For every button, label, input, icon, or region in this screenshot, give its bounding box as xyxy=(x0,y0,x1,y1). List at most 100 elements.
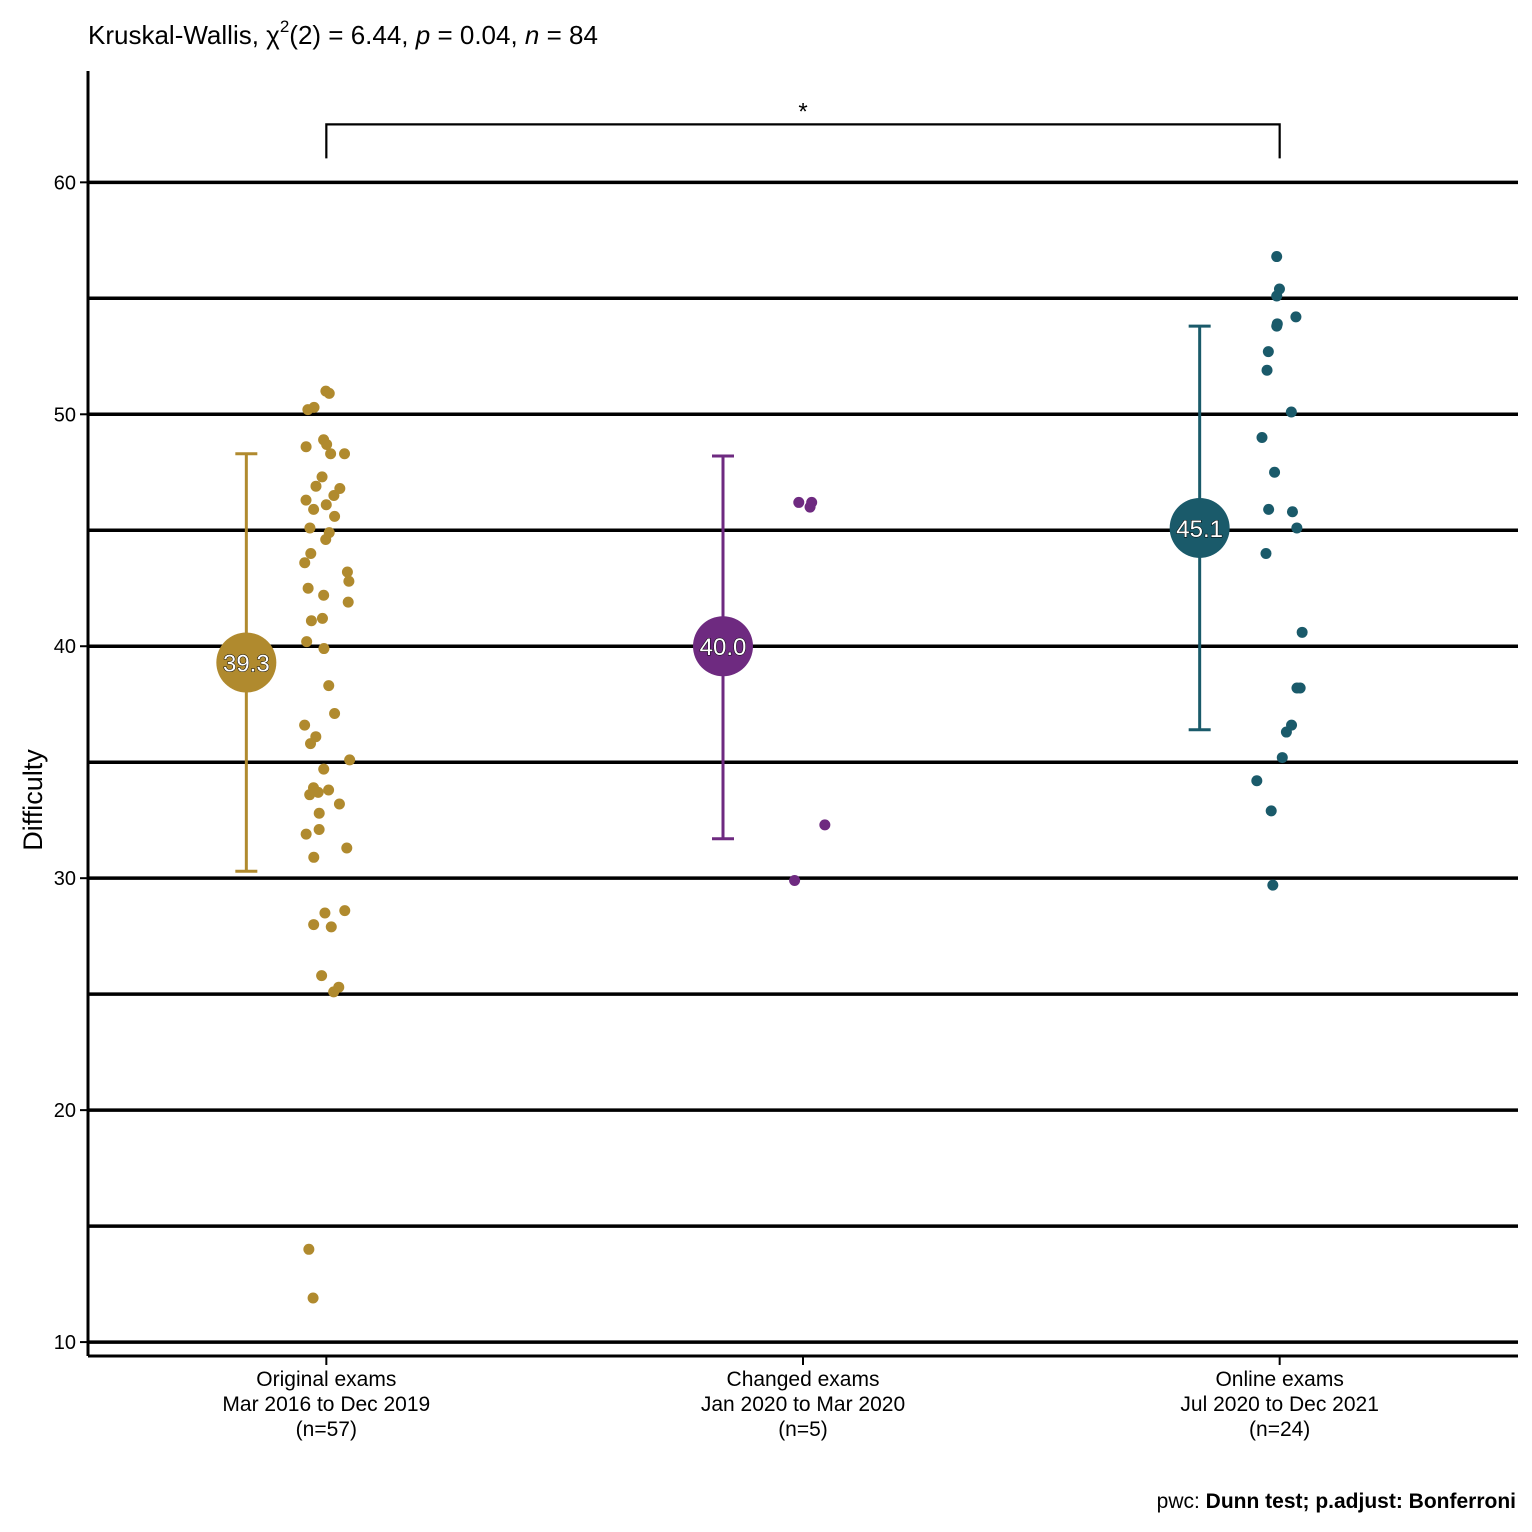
data-point xyxy=(305,738,317,750)
data-point xyxy=(325,448,337,460)
x-tick-label: (n=24) xyxy=(1249,1418,1310,1441)
data-point xyxy=(1251,775,1263,787)
data-point xyxy=(339,905,351,917)
data-point xyxy=(303,1243,315,1255)
data-point xyxy=(1267,879,1279,891)
axes xyxy=(86,71,1518,1358)
chart-subtitle: Kruskal-Wallis, χ2(2) = 6.44, p = 0.04, … xyxy=(88,17,598,50)
data-point xyxy=(1276,752,1288,764)
data-point xyxy=(316,471,328,483)
mean-label: 40.0 xyxy=(700,634,747,661)
data-point xyxy=(328,489,340,501)
y-tick-label: 60 xyxy=(54,172,76,194)
error-bars xyxy=(235,324,1211,873)
data-points xyxy=(299,251,1308,1304)
data-point xyxy=(299,719,311,731)
chart-caption: pwc: Dunn test; p.adjust: Bonferroni xyxy=(1157,1490,1516,1513)
significance-label: * xyxy=(798,98,807,125)
data-point xyxy=(300,828,312,840)
mean-marker xyxy=(693,616,753,677)
data-point xyxy=(308,919,320,931)
data-point xyxy=(307,1292,319,1304)
data-point xyxy=(313,823,325,835)
data-point xyxy=(1286,506,1298,518)
data-point xyxy=(343,575,355,587)
y-tick-label: 40 xyxy=(54,636,76,658)
y-tick-label: 30 xyxy=(54,868,76,890)
x-tick-label: Mar 2016 to Dec 2019 xyxy=(222,1393,430,1416)
data-point xyxy=(300,441,312,453)
data-point xyxy=(318,763,330,775)
data-point xyxy=(318,643,330,655)
gridlines xyxy=(88,180,1518,1344)
data-point xyxy=(329,708,341,719)
data-point xyxy=(328,986,340,998)
y-tick-label: 20 xyxy=(54,1100,76,1122)
mean-marker xyxy=(1169,497,1230,558)
x-tick-label: (n=57) xyxy=(296,1418,357,1441)
data-point xyxy=(1269,466,1281,478)
data-point xyxy=(793,496,805,508)
data-point xyxy=(1256,431,1268,443)
data-point xyxy=(1271,290,1283,302)
data-point xyxy=(1262,346,1274,358)
x-tick-label: Online exams xyxy=(1215,1368,1343,1391)
data-point xyxy=(300,494,312,506)
data-point xyxy=(304,789,316,801)
data-point xyxy=(318,589,330,601)
data-point xyxy=(304,522,316,534)
data-point xyxy=(1261,364,1273,376)
data-point xyxy=(341,566,353,578)
y-ticks: 10 20 30 40 50 60 xyxy=(54,172,88,1354)
data-point xyxy=(339,448,351,460)
data-point xyxy=(305,547,317,559)
x-tick-label: Jul 2020 to Dec 2021 xyxy=(1180,1393,1378,1416)
data-point xyxy=(1291,522,1303,534)
data-point xyxy=(1265,805,1277,817)
data-point xyxy=(1271,251,1283,263)
data-point xyxy=(1260,547,1272,559)
y-tick-label: 10 xyxy=(54,1332,76,1354)
mean-marker xyxy=(216,632,277,693)
data-point xyxy=(308,851,320,863)
data-point xyxy=(1285,406,1297,418)
data-point xyxy=(342,596,354,608)
data-point xyxy=(333,798,345,810)
data-point xyxy=(308,401,320,413)
mean-markers: 39.3 40.0 45.1 xyxy=(216,497,1230,693)
data-point xyxy=(319,907,331,919)
data-point xyxy=(305,615,317,627)
mean-label: 45.1 xyxy=(1176,516,1223,543)
data-point xyxy=(819,819,831,831)
data-point xyxy=(321,438,333,450)
data-point xyxy=(341,842,353,854)
data-point xyxy=(1290,311,1302,323)
data-point xyxy=(323,784,335,796)
x-tick-label: Changed exams xyxy=(727,1368,880,1391)
mean-label: 39.3 xyxy=(223,650,270,677)
x-tick-label: (n=5) xyxy=(778,1418,828,1441)
data-point xyxy=(329,510,341,522)
x-tick-label: Original exams xyxy=(256,1368,396,1391)
data-point xyxy=(313,807,325,819)
data-point xyxy=(299,557,311,569)
significance-bracket: * xyxy=(325,98,1281,159)
data-point xyxy=(301,636,313,648)
data-point xyxy=(1291,682,1303,694)
data-point xyxy=(323,387,335,399)
data-point xyxy=(316,612,328,624)
bracket-line xyxy=(325,123,1281,159)
data-point xyxy=(308,503,320,515)
data-point xyxy=(344,754,356,766)
y-axis-label: Difficulty xyxy=(18,749,48,851)
data-point xyxy=(789,875,801,887)
data-point xyxy=(312,786,324,798)
data-point xyxy=(1263,503,1275,515)
data-point xyxy=(804,501,816,513)
data-point xyxy=(1280,726,1292,738)
data-point xyxy=(1296,626,1308,638)
y-tick-label: 50 xyxy=(54,404,76,426)
data-point xyxy=(310,480,322,492)
